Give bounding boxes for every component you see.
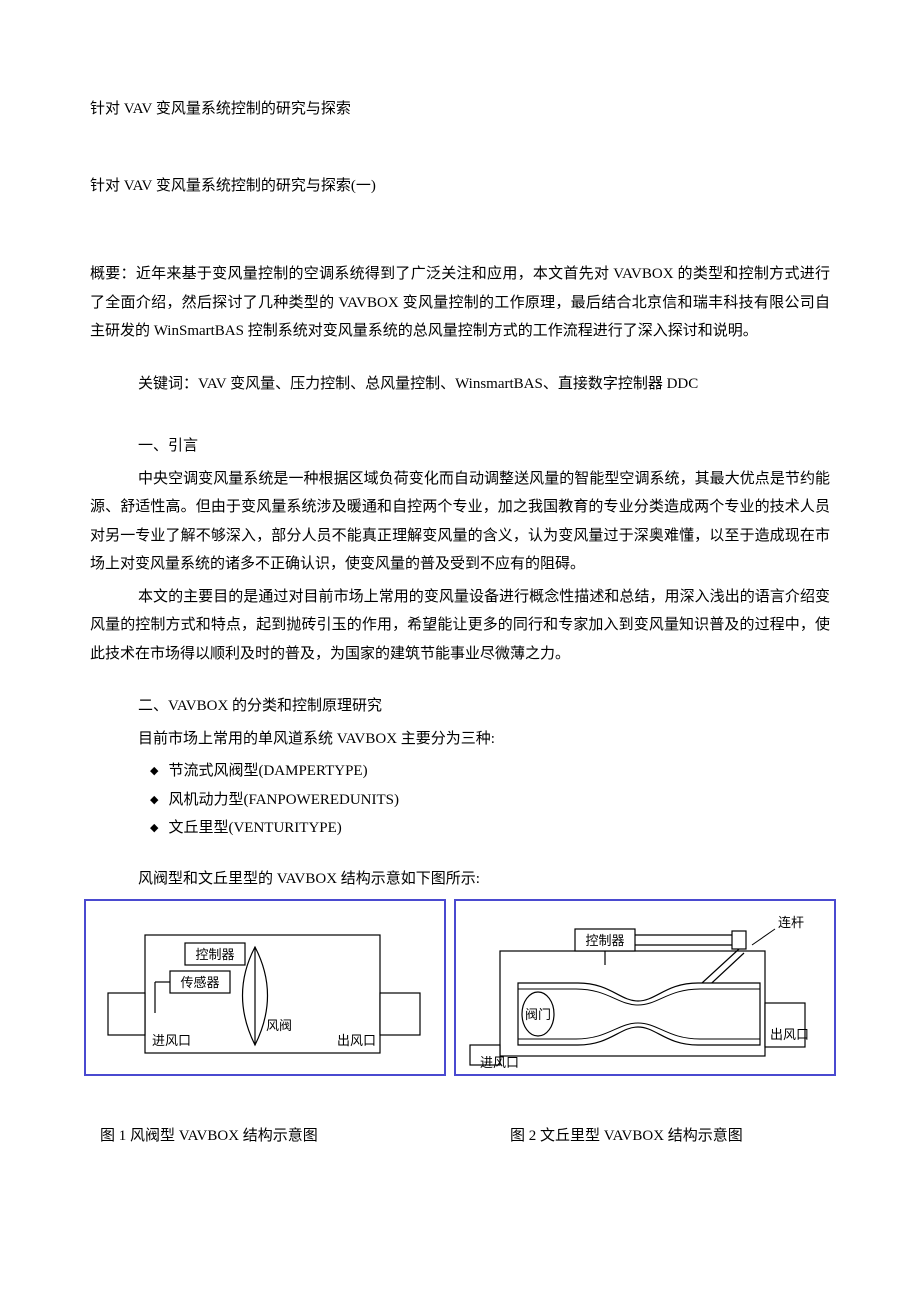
figure-captions: 图 1 风阀型 VAVBOX 结构示意图 图 2 文丘里型 VAVBOX 结构示… bbox=[90, 1122, 830, 1151]
figures-row: 控制器 传感器 风阀 进风口 出风口 bbox=[90, 899, 830, 1076]
fig2-valve-label: 阀门 bbox=[525, 1007, 551, 1022]
document-subtitle: 针对 VAV 变风量系统控制的研究与探索(一) bbox=[90, 172, 830, 201]
figure1-caption: 图 1 风阀型 VAVBOX 结构示意图 bbox=[90, 1122, 420, 1151]
spacer bbox=[90, 845, 830, 865]
fig1-damper-label: 风阀 bbox=[266, 1018, 292, 1033]
diamond-bullet-icon: ◆ bbox=[150, 790, 158, 811]
list-item-label: 文丘里型(VENTURITYPE) bbox=[168, 814, 341, 843]
figure2-svg: 控制器 连杆 bbox=[460, 905, 830, 1070]
section1-heading: 一、引言 bbox=[90, 432, 830, 461]
fig2-controller-label: 控制器 bbox=[585, 933, 624, 948]
figure2-frame: 控制器 连杆 bbox=[454, 899, 836, 1076]
figure-intro: 风阀型和文丘里型的 VAVBOX 结构示意如下图所示: bbox=[90, 865, 830, 894]
list-item-label: 风机动力型(FANPOWEREDUNITS) bbox=[168, 786, 399, 815]
spacer bbox=[90, 402, 830, 432]
figure2: 控制器 连杆 bbox=[460, 905, 830, 1070]
fig2-inlet-label: 进风口 bbox=[480, 1055, 519, 1070]
document-page: 针对 VAV 变风量系统控制的研究与探索 针对 VAV 变风量系统控制的研究与探… bbox=[0, 0, 920, 1211]
fig2-link-label: 连杆 bbox=[778, 915, 804, 930]
figure1: 控制器 传感器 风阀 进风口 出风口 bbox=[90, 905, 440, 1070]
list-item: ◆ 文丘里型(VENTURITYPE) bbox=[90, 814, 830, 843]
keywords-line: 关键词：VAV 变风量、压力控制、总风量控制、WinsmartBAS、直接数字控… bbox=[90, 370, 830, 399]
document-title: 针对 VAV 变风量系统控制的研究与探索 bbox=[90, 95, 830, 124]
list-item: ◆ 节流式风阀型(DAMPERTYPE) bbox=[90, 757, 830, 786]
section2-intro: 目前市场上常用的单风道系统 VAVBOX 主要分为三种: bbox=[90, 725, 830, 754]
figure1-frame: 控制器 传感器 风阀 进风口 出风口 bbox=[84, 899, 446, 1076]
figure2-caption: 图 2 文丘里型 VAVBOX 结构示意图 bbox=[420, 1122, 830, 1151]
fig1-controller-label: 控制器 bbox=[195, 947, 234, 962]
fig2-outlet-label: 出风口 bbox=[770, 1027, 809, 1042]
diamond-bullet-icon: ◆ bbox=[150, 818, 158, 839]
bullet-list: ◆ 节流式风阀型(DAMPERTYPE) ◆ 风机动力型(FANPOWEREDU… bbox=[90, 757, 830, 843]
fig1-outlet-label: 出风口 bbox=[337, 1033, 376, 1048]
fig1-sensor-label: 传感器 bbox=[180, 975, 219, 990]
abstract-paragraph: 概要：近年来基于变风量控制的空调系统得到了广泛关注和应用，本文首先对 VAVBO… bbox=[90, 260, 830, 346]
spacer bbox=[90, 350, 830, 370]
figure1-svg: 控制器 传感器 风阀 进风口 出风口 bbox=[90, 905, 440, 1070]
fig1-inlet-label: 进风口 bbox=[152, 1033, 191, 1048]
list-item: ◆ 风机动力型(FANPOWEREDUNITS) bbox=[90, 786, 830, 815]
section2-heading: 二、VAVBOX 的分类和控制原理研究 bbox=[90, 692, 830, 721]
list-item-label: 节流式风阀型(DAMPERTYPE) bbox=[168, 757, 367, 786]
diamond-bullet-icon: ◆ bbox=[150, 761, 158, 782]
section1-para2: 本文的主要目的是通过对目前市场上常用的变风量设备进行概念性描述和总结，用深入浅出… bbox=[90, 583, 830, 669]
section1-para1: 中央空调变风量系统是一种根据区域负荷变化而自动调整送风量的智能型空调系统，其最大… bbox=[90, 465, 830, 579]
spacer bbox=[90, 672, 830, 692]
